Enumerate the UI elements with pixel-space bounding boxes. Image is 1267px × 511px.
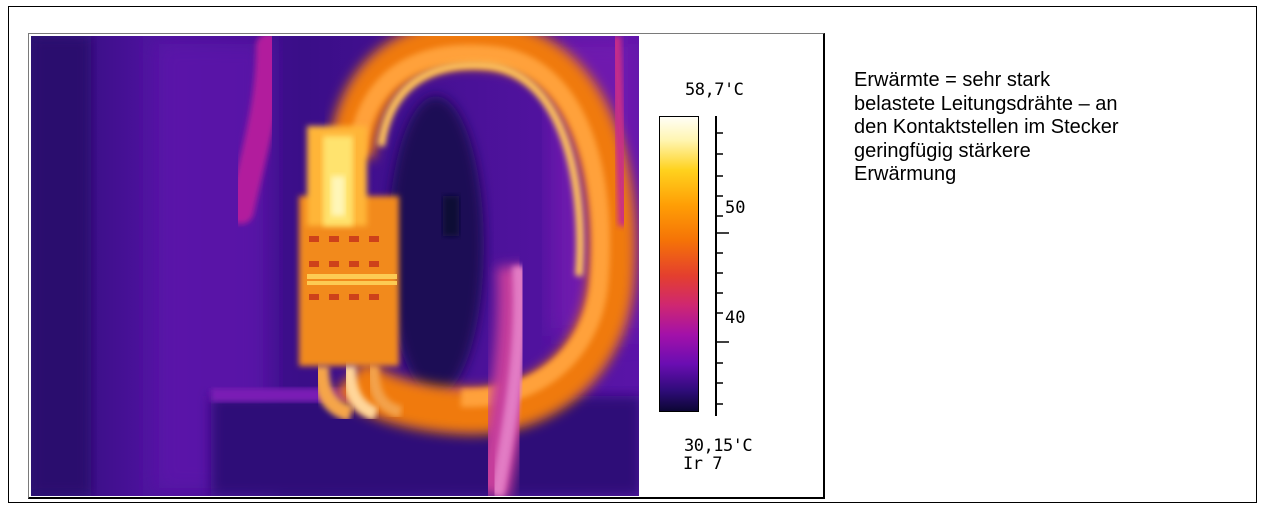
scale-tick-40: 40 [725, 308, 746, 328]
scale-min-label: 30,15'C [684, 436, 753, 456]
thermal-panel: 58,7'C [28, 33, 825, 499]
description-text: Erwärmte = sehr stark belastete Leitungs… [854, 69, 1244, 187]
scale-tick-50: 50 [725, 198, 746, 218]
temperature-color-bar [659, 116, 699, 412]
scale-axis [715, 116, 735, 416]
palette-label: Ir 7 [683, 454, 722, 474]
description-line: belastete Leitungsdrähte – an [854, 92, 1118, 115]
description-line: geringfügig stärkere [854, 139, 1031, 162]
description-line: Erwärmung [854, 163, 957, 185]
description-line: den Kontaktstellen im Stecker [854, 116, 1119, 138]
thermal-image [31, 36, 639, 496]
scale-max-label: 58,7'C [685, 80, 744, 100]
figure-frame: 58,7'C [8, 6, 1257, 503]
description-line: Erwärmte = sehr stark [854, 69, 1051, 91]
